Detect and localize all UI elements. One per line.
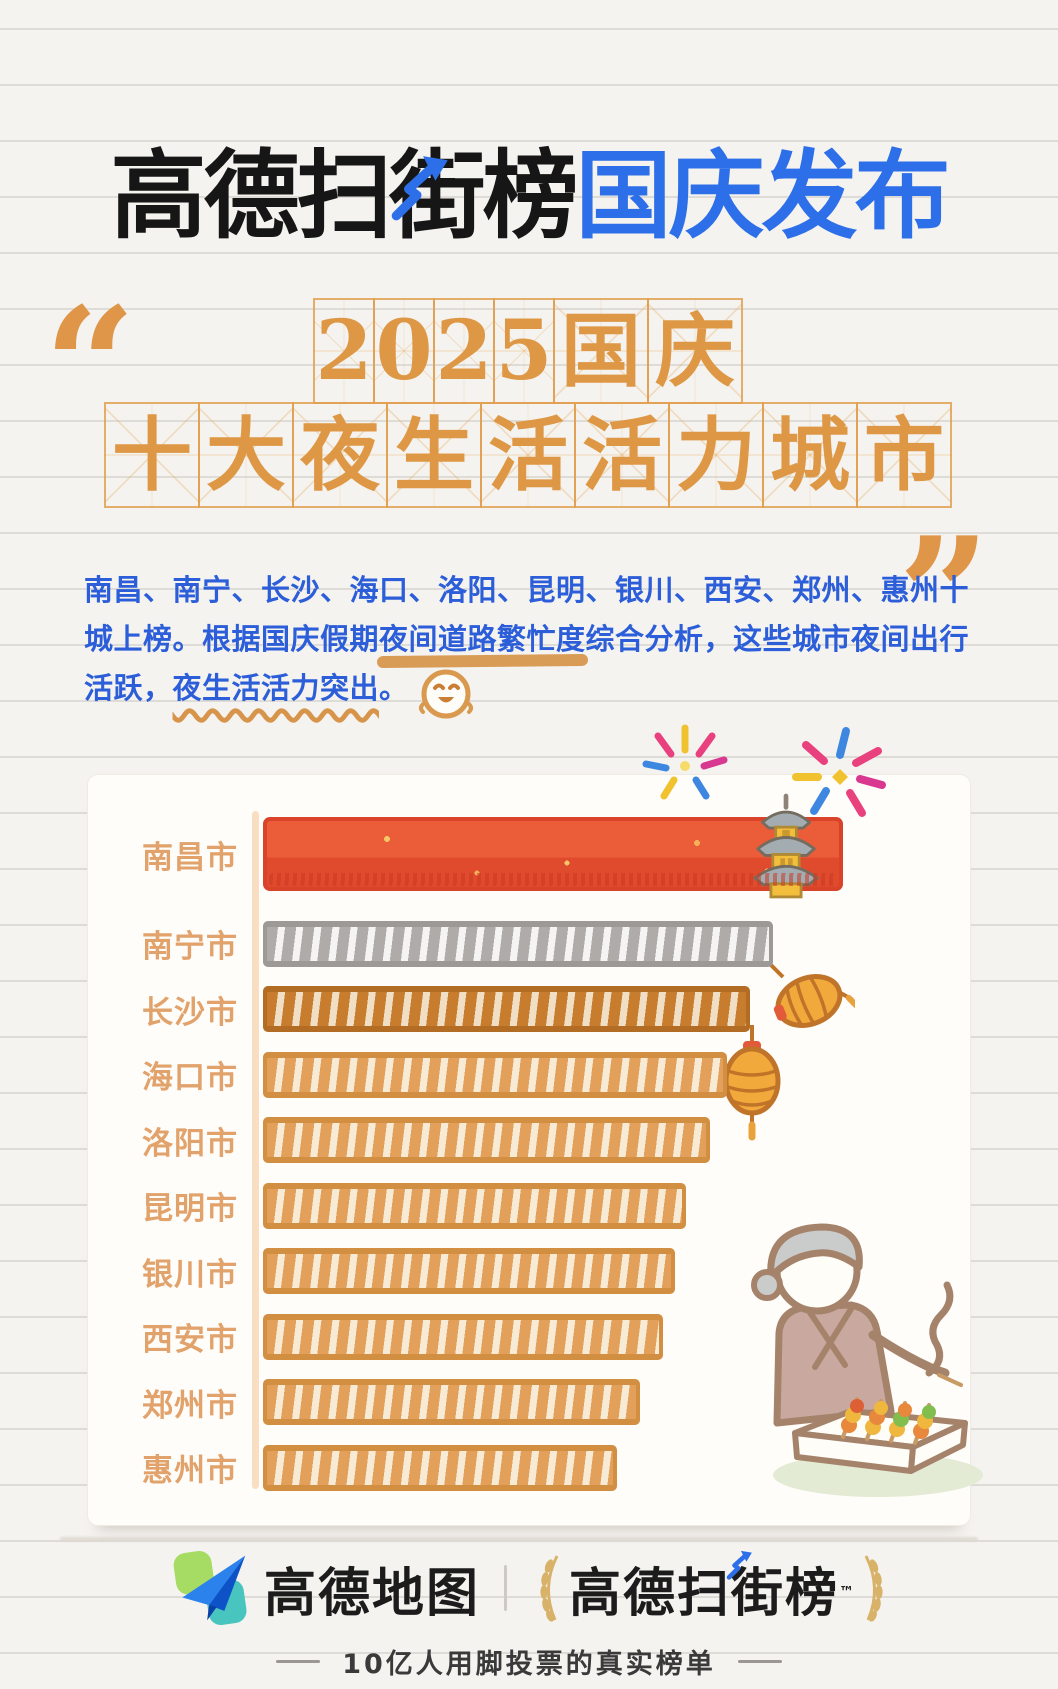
chart-row: 郑州市 xyxy=(88,1370,970,1436)
subtitle-row-2: 十 大 夜 生 活 活 力 城 市 xyxy=(0,402,1058,508)
squiggle-underline-text: 夜生活活力突出 xyxy=(172,671,380,705)
city-label: 海口市 xyxy=(142,1060,238,1097)
grid-cell: 生 xyxy=(386,402,482,508)
rank-logo-text: 高德扫街榜 xyxy=(569,1550,839,1626)
grid-cell: 力 xyxy=(668,402,764,508)
grid-cell: 活 xyxy=(480,402,576,508)
subtitle-row-1: 2 0 2 5 国 庆 xyxy=(0,298,1058,404)
city-label: 惠州市 xyxy=(142,1453,238,1490)
chart-row: 南昌市 xyxy=(88,793,970,899)
paragraph-line-2: 城上榜。根据国庆假期夜间道路繁忙度综合分析，这些城市夜间出行 xyxy=(84,622,970,656)
city-bar xyxy=(263,1248,675,1295)
grid-cell: 城 xyxy=(762,402,858,508)
page-title: 高德扫街榜 国庆发布 xyxy=(0,147,1058,246)
trademark-mark: ™ xyxy=(839,1582,855,1601)
city-bar xyxy=(263,986,750,1033)
grid-cell: 庆 xyxy=(647,298,743,404)
city-label: 长沙市 xyxy=(142,994,238,1031)
chart-row: 长沙市 xyxy=(88,977,970,1043)
city-bar xyxy=(263,1444,617,1491)
street-arrow-icon xyxy=(726,1550,752,1580)
city-bar xyxy=(263,793,843,899)
paper-smudge-line xyxy=(60,1537,978,1541)
chart-row: 惠州市 xyxy=(88,1435,970,1501)
grid-cell: 2 xyxy=(433,298,495,404)
smiley-doodle-icon xyxy=(418,669,473,719)
paragraph-line-1: 南昌、南宁、长沙、海口、洛阳、昆明、银川、西安、郑州、惠州十 xyxy=(84,573,970,607)
fireworks-icon xyxy=(792,727,886,817)
title-brand: 高德扫街榜 xyxy=(111,147,579,246)
city-label: 南昌市 xyxy=(142,839,238,876)
marker-highlight: 夜间道路繁忙度 xyxy=(379,622,586,656)
city-bar xyxy=(263,1051,727,1098)
paragraph-line-3: 活跃，夜生活活力突出。 xyxy=(84,664,954,722)
tagline-dash-left xyxy=(276,1660,321,1663)
title-suffix: 国庆发布 xyxy=(575,140,951,252)
city-label: 郑州市 xyxy=(142,1387,238,1424)
subtitle-grid: 2 0 2 5 国 庆 十 大 夜 生 活 活 力 城 市 xyxy=(0,298,1058,508)
grid-cell: 2 xyxy=(313,298,375,404)
pagoda-icon xyxy=(753,793,819,899)
city-label: 昆明市 xyxy=(142,1191,238,1228)
laurel-left-icon xyxy=(540,1555,559,1622)
city-bar xyxy=(263,1182,686,1229)
city-bar xyxy=(263,1379,640,1426)
city-bar xyxy=(263,1117,710,1164)
logo-divider xyxy=(504,1565,507,1611)
grid-cell: 国 xyxy=(553,298,649,404)
chart-row: 西安市 xyxy=(88,1304,970,1370)
chart-row: 洛阳市 xyxy=(88,1108,970,1174)
amap-plane-logo-icon xyxy=(173,1550,247,1626)
fireworks-icon xyxy=(642,724,728,800)
grid-cell: 0 xyxy=(373,298,435,404)
grid-cell: 活 xyxy=(574,402,670,508)
tagline-dash-right xyxy=(737,1660,782,1663)
tagline-text: 10亿人用脚投票的真实榜单 xyxy=(342,1649,716,1680)
chart-card: 南昌市 南宁市 xyxy=(88,724,983,1525)
laurel-right-icon xyxy=(864,1555,883,1622)
city-label: 银川市 xyxy=(142,1256,238,1293)
grid-cell: 大 xyxy=(198,402,294,508)
grid-cell: 市 xyxy=(856,402,952,508)
title-brand-text: 高德扫街榜 xyxy=(110,140,579,252)
city-bar xyxy=(263,920,773,967)
footer-tagline: 10亿人用脚投票的真实榜单 xyxy=(0,1642,1058,1681)
street-arrow-icon xyxy=(391,156,448,221)
description-paragraph: 南昌、南宁、长沙、海口、洛阳、昆明、银川、西安、郑州、惠州十 城上榜。根据国庆假… xyxy=(84,566,970,722)
grid-cell: 5 xyxy=(493,298,555,404)
city-bar xyxy=(263,1313,663,1360)
grid-cell: 夜 xyxy=(292,402,388,508)
city-label: 洛阳市 xyxy=(142,1125,238,1162)
chart-row: 海口市 xyxy=(88,1042,970,1108)
chart-row: 昆明市 xyxy=(88,1173,970,1239)
grandma-bbq-illustration xyxy=(751,1223,983,1497)
lantern-icon xyxy=(723,1025,781,1141)
amap-logo-text: 高德地图 xyxy=(263,1563,480,1624)
city-label: 南宁市 xyxy=(142,929,238,966)
chart-row: 南宁市 xyxy=(88,911,970,977)
footer-logos: 高德地图 高德扫街榜 ™ xyxy=(0,1548,1058,1628)
grid-cell: 十 xyxy=(104,402,200,508)
chart-rows: 南昌市 南宁市 xyxy=(88,793,970,1501)
city-label: 西安市 xyxy=(142,1322,238,1359)
chart-axis-line xyxy=(252,811,259,1489)
chart-row: 银川市 xyxy=(88,1239,970,1305)
